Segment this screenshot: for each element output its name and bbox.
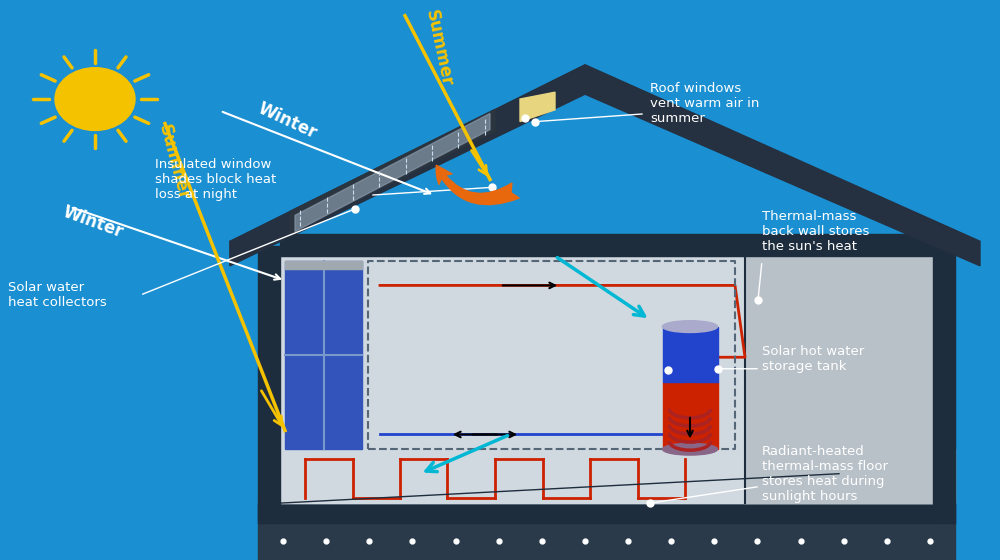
Bar — [745, 256, 933, 503]
Ellipse shape — [662, 321, 718, 333]
Text: Summer: Summer — [422, 8, 456, 88]
Text: Solar hot water
storage tank: Solar hot water storage tank — [762, 345, 864, 373]
Polygon shape — [230, 65, 585, 266]
Bar — [258, 503, 955, 522]
Text: Winter: Winter — [60, 202, 126, 241]
Text: Roof windows
vent warm air in
summer: Roof windows vent warm air in summer — [650, 82, 759, 125]
Polygon shape — [230, 227, 280, 266]
Bar — [662, 326, 718, 382]
Polygon shape — [585, 65, 980, 266]
Text: Radiant-heated
thermal-mass floor
stores heat during
sunlight hours: Radiant-heated thermal-mass floor stores… — [762, 445, 888, 503]
Bar — [933, 246, 955, 522]
Bar — [285, 261, 362, 269]
Bar — [276, 449, 955, 503]
Polygon shape — [295, 114, 490, 231]
Bar — [285, 261, 362, 449]
Text: Insulated window
shades block heat
loss at night: Insulated window shades block heat loss … — [155, 158, 276, 201]
Bar — [258, 246, 280, 522]
Text: Solar water
heat collectors: Solar water heat collectors — [8, 281, 107, 309]
Text: Summer: Summer — [155, 123, 193, 203]
Bar — [280, 256, 933, 503]
Polygon shape — [520, 92, 555, 122]
Polygon shape — [290, 110, 495, 234]
Ellipse shape — [55, 68, 135, 130]
Text: Thermal-mass
back wall stores
the sun's heat: Thermal-mass back wall stores the sun's … — [762, 210, 869, 253]
Text: Winter: Winter — [255, 99, 320, 142]
Ellipse shape — [662, 444, 718, 455]
Bar — [258, 522, 955, 560]
Bar — [662, 382, 718, 449]
Bar — [280, 235, 933, 256]
